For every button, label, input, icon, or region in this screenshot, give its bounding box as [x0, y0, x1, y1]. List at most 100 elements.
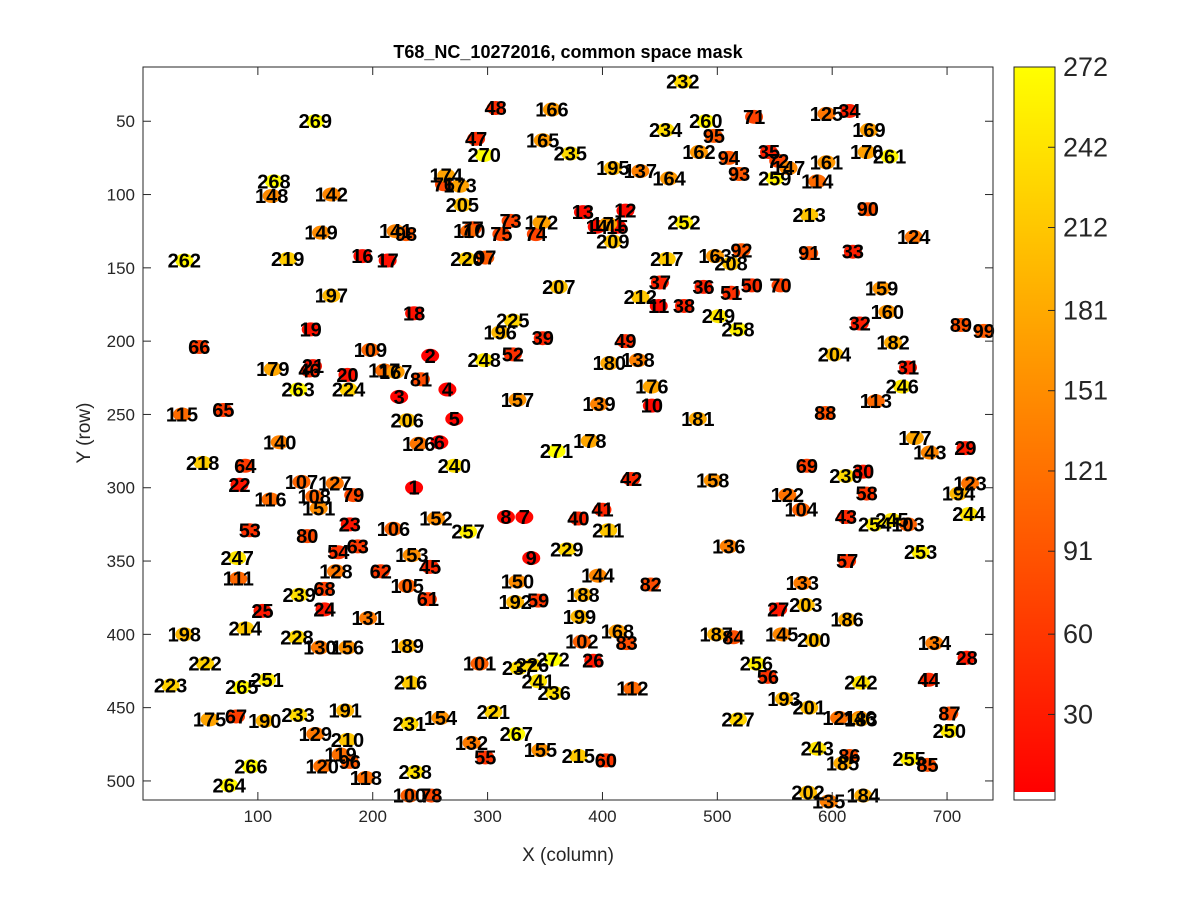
roi-label: 79 — [342, 485, 364, 507]
roi-marker — [857, 486, 876, 501]
roi-marker — [326, 564, 345, 579]
roi-label: 128 — [319, 561, 352, 583]
roi-label: 23 — [339, 514, 361, 536]
roi-label: 28 — [955, 648, 977, 670]
roi-label: 59 — [527, 591, 549, 613]
roi-marker — [457, 252, 476, 267]
roi-marker — [596, 753, 615, 768]
roi-marker — [292, 474, 311, 489]
roi-label: 262 — [168, 251, 201, 273]
roi-marker — [772, 627, 791, 642]
roi-marker — [236, 621, 255, 636]
roi-marker — [289, 707, 308, 722]
roi-marker — [765, 171, 784, 186]
roi-label: 39 — [532, 328, 554, 350]
roi-marker — [305, 489, 324, 504]
colorbar-empty-band — [1014, 792, 1055, 800]
roi-marker — [438, 382, 457, 397]
roi-marker — [573, 205, 592, 220]
roi-marker — [193, 455, 212, 470]
roi-marker — [475, 147, 494, 162]
x-tick-label: 600 — [818, 807, 846, 826]
roi-marker — [719, 150, 738, 165]
roi-label: 182 — [876, 333, 909, 355]
roi-marker — [850, 316, 869, 331]
roi-label: 118 — [350, 768, 382, 790]
roi-marker — [336, 703, 355, 718]
y-tick-label: 100 — [107, 186, 135, 205]
roi-label: 1 — [409, 478, 420, 500]
roi-marker — [730, 167, 749, 182]
roi-label: 131 — [351, 608, 384, 630]
roi-label: 29 — [954, 438, 976, 460]
roi-label: 151 — [302, 498, 335, 520]
roi-marker — [278, 252, 297, 267]
roi-label: 178 — [573, 431, 606, 453]
roi-marker — [905, 430, 924, 445]
roi-label: 41 — [591, 500, 613, 522]
roi-marker — [220, 778, 239, 793]
roi-marker — [227, 709, 246, 724]
roi-label: 105 — [391, 576, 424, 598]
roi-label: 2 — [425, 346, 436, 368]
roi-marker — [214, 403, 233, 418]
roi-label: 191 — [328, 701, 361, 723]
roi-marker — [872, 281, 891, 296]
roi-marker — [331, 747, 350, 762]
roi-marker — [899, 517, 917, 532]
roi-marker — [325, 476, 344, 491]
roi-label: 183 — [844, 709, 877, 731]
roi-marker — [957, 650, 976, 665]
roi-marker — [515, 510, 534, 525]
roi-label: 63 — [347, 536, 369, 558]
roi-marker — [572, 634, 591, 649]
roi-marker — [287, 630, 306, 645]
roi-marker — [371, 564, 390, 579]
roi-marker — [453, 197, 472, 212]
roi-label: 141 — [379, 221, 412, 243]
roi-label: 237 — [502, 658, 535, 680]
roi-label: 11 — [648, 296, 669, 318]
roi-marker — [421, 348, 440, 363]
roi-marker — [322, 187, 341, 202]
roi-marker — [533, 331, 552, 346]
roi-label: 247 — [221, 548, 254, 570]
roi-label: 270 — [467, 145, 500, 167]
roi-label: 27 — [767, 599, 789, 621]
roi-label: 235 — [554, 143, 587, 165]
roi-marker — [865, 517, 884, 532]
roi-label: 181 — [681, 409, 714, 431]
roi-marker — [656, 123, 675, 138]
roi-label: 51 — [720, 283, 742, 305]
roi-label: 259 — [758, 168, 791, 190]
roi-marker — [688, 411, 707, 426]
roi-label: 98 — [395, 224, 417, 246]
y-tick-label: 200 — [107, 332, 135, 351]
roi-marker — [508, 574, 527, 589]
roi-label: 198 — [168, 624, 201, 646]
roi-marker — [503, 347, 522, 362]
roi-marker — [241, 759, 260, 774]
roi-marker — [313, 759, 332, 774]
roi-marker — [694, 279, 713, 294]
roi-marker — [361, 342, 380, 357]
y-tick-label: 500 — [107, 772, 135, 791]
roi-label: 110 — [453, 221, 485, 243]
roi-label: 186 — [830, 610, 863, 632]
roi-marker — [796, 598, 815, 613]
roi-label: 241 — [521, 671, 554, 693]
roi-label: 83 — [615, 633, 637, 655]
roi-label: 84 — [722, 627, 745, 649]
roi-marker — [200, 712, 219, 727]
roi-marker — [580, 433, 599, 448]
roi-marker — [557, 542, 576, 557]
roi-label: 67 — [225, 706, 247, 728]
roi-label: 220 — [450, 249, 483, 271]
roi-label: 164 — [652, 168, 686, 190]
roi-marker — [386, 364, 405, 379]
roi-marker — [386, 224, 405, 239]
roi-label: 32 — [849, 314, 871, 336]
roi-marker — [339, 382, 358, 397]
roi-marker — [593, 502, 612, 517]
